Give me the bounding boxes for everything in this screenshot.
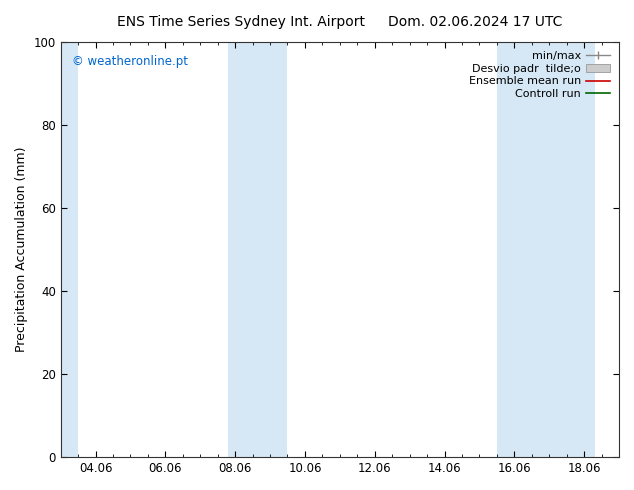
Y-axis label: Precipitation Accumulation (mm): Precipitation Accumulation (mm): [15, 147, 28, 352]
Bar: [228, 42, 287, 457]
Bar: [497, 42, 595, 457]
Bar: [57, 42, 78, 457]
Text: Dom. 02.06.2024 17 UTC: Dom. 02.06.2024 17 UTC: [388, 15, 563, 29]
Legend: min/max, Desvio padr  tilde;o, Ensemble mean run, Controll run: min/max, Desvio padr tilde;o, Ensemble m…: [465, 48, 614, 102]
Text: © weatheronline.pt: © weatheronline.pt: [72, 54, 188, 68]
Text: ENS Time Series Sydney Int. Airport: ENS Time Series Sydney Int. Airport: [117, 15, 365, 29]
